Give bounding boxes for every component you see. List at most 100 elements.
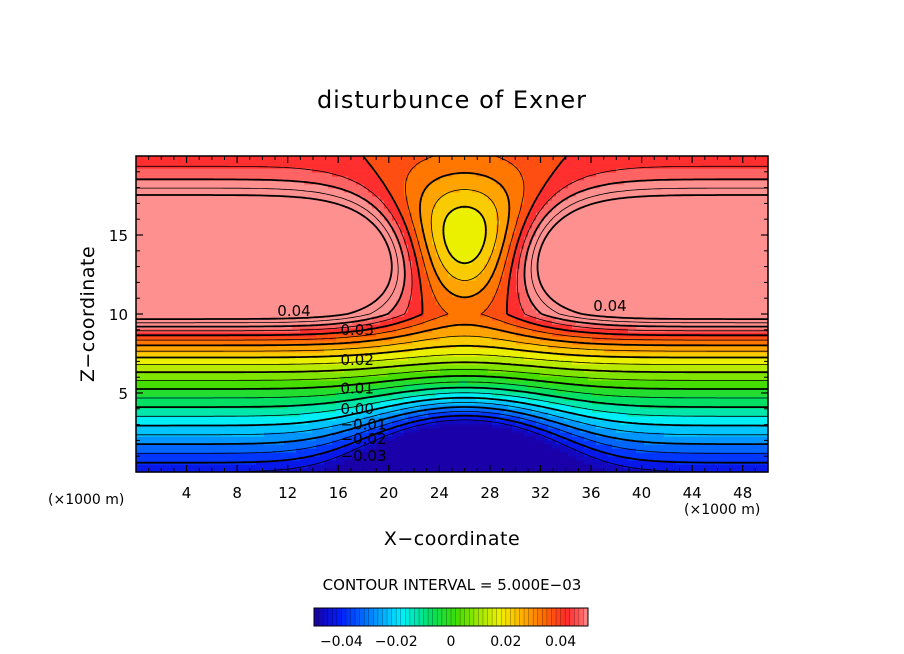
contour-cell <box>528 412 533 417</box>
contour-cell <box>140 420 145 425</box>
contour-cell <box>400 408 405 413</box>
contour-cell <box>544 376 549 381</box>
contour-cell <box>760 416 765 421</box>
contour-cell <box>488 460 493 465</box>
contour-cell <box>256 452 261 457</box>
contour-cell <box>728 420 733 425</box>
contour-cell <box>540 360 545 365</box>
contour-cell <box>384 420 389 425</box>
contour-cell <box>148 376 153 381</box>
contour-cell <box>220 408 225 413</box>
contour-cell <box>396 412 401 417</box>
contour-cell <box>456 348 461 353</box>
contour-cell <box>160 408 165 413</box>
contour-cell <box>708 392 713 397</box>
contour-cell <box>180 376 185 381</box>
contour-cell <box>688 360 693 365</box>
contour-cell <box>164 384 169 389</box>
contour-cell <box>300 404 305 409</box>
contour-cell <box>508 456 513 461</box>
contour-cell <box>404 408 409 413</box>
contour-cell <box>208 348 213 353</box>
contour-cell <box>244 420 249 425</box>
contour-cell <box>456 436 461 441</box>
contour-cell <box>220 436 225 441</box>
contour-cell <box>384 376 389 381</box>
contour-cell <box>472 420 477 425</box>
contour-cell <box>600 448 605 453</box>
contour-cell <box>396 468 401 473</box>
contour-cell <box>348 344 353 349</box>
contour-cell <box>740 360 745 365</box>
contour-cell <box>584 436 589 441</box>
contour-cell <box>348 440 353 445</box>
contour-cell <box>436 444 441 449</box>
contour-cell <box>760 412 765 417</box>
contour-cell <box>556 424 561 429</box>
contour-cell <box>148 400 153 405</box>
contour-cell <box>356 372 361 377</box>
contour-cell <box>268 360 273 365</box>
contour-cell <box>484 452 489 457</box>
contour-cell <box>336 432 341 437</box>
contour-cell <box>380 444 385 449</box>
contour-cell <box>160 416 165 421</box>
contour-cell <box>508 452 513 457</box>
contour-cell <box>648 444 653 449</box>
contour-cell <box>512 428 517 433</box>
contour-cell <box>728 428 733 433</box>
contour-cell <box>528 444 533 449</box>
contour-cell <box>668 428 673 433</box>
contour-cell <box>608 420 613 425</box>
contour-cell <box>220 420 225 425</box>
contour-cell <box>560 452 565 457</box>
contour-cell <box>248 412 253 417</box>
contour-cell <box>644 420 649 425</box>
contour-cell <box>332 420 337 425</box>
contour-cell <box>676 456 681 461</box>
contour-cell <box>480 456 485 461</box>
contour-cell <box>532 448 537 453</box>
contour-cell <box>748 360 753 365</box>
contour-cell <box>676 352 681 357</box>
contour-cell <box>304 452 309 457</box>
contour-cell <box>556 416 561 421</box>
contour-cell <box>608 400 613 405</box>
contour-cell <box>472 448 477 453</box>
contour-cell <box>344 420 349 425</box>
contour-cell <box>184 444 189 449</box>
contour-cell <box>184 452 189 457</box>
contour-cell <box>440 352 445 357</box>
contour-cell <box>168 468 173 473</box>
contour-cell <box>428 464 433 469</box>
contour-cell <box>332 424 337 429</box>
contour-cell <box>568 364 573 369</box>
contour-cell <box>740 436 745 441</box>
contour-cell <box>660 428 665 433</box>
contour-cell <box>520 452 525 457</box>
contour-cell <box>668 408 673 413</box>
contour-cell <box>656 432 661 437</box>
contour-cell <box>696 416 701 421</box>
contour-cell <box>760 408 765 413</box>
contour-cell <box>376 372 381 377</box>
contour-cell <box>360 408 365 413</box>
contour-cell <box>472 368 477 373</box>
contour-cell <box>660 448 665 453</box>
contour-cell <box>432 408 437 413</box>
contour-cell <box>456 432 461 437</box>
contour-cell <box>216 420 221 425</box>
contour-cell <box>624 448 629 453</box>
contour-cell <box>348 464 353 469</box>
contour-cell <box>224 448 229 453</box>
contour-cell <box>224 412 229 417</box>
contour-cell <box>504 404 509 409</box>
contour-cell <box>228 468 233 473</box>
contour-cell <box>280 352 285 357</box>
contour-cell <box>500 460 505 465</box>
contour-cell <box>192 440 197 445</box>
contour-cell <box>744 456 749 461</box>
contour-cell <box>732 456 737 461</box>
contour-cell <box>548 368 553 373</box>
contour-cell <box>500 456 505 461</box>
